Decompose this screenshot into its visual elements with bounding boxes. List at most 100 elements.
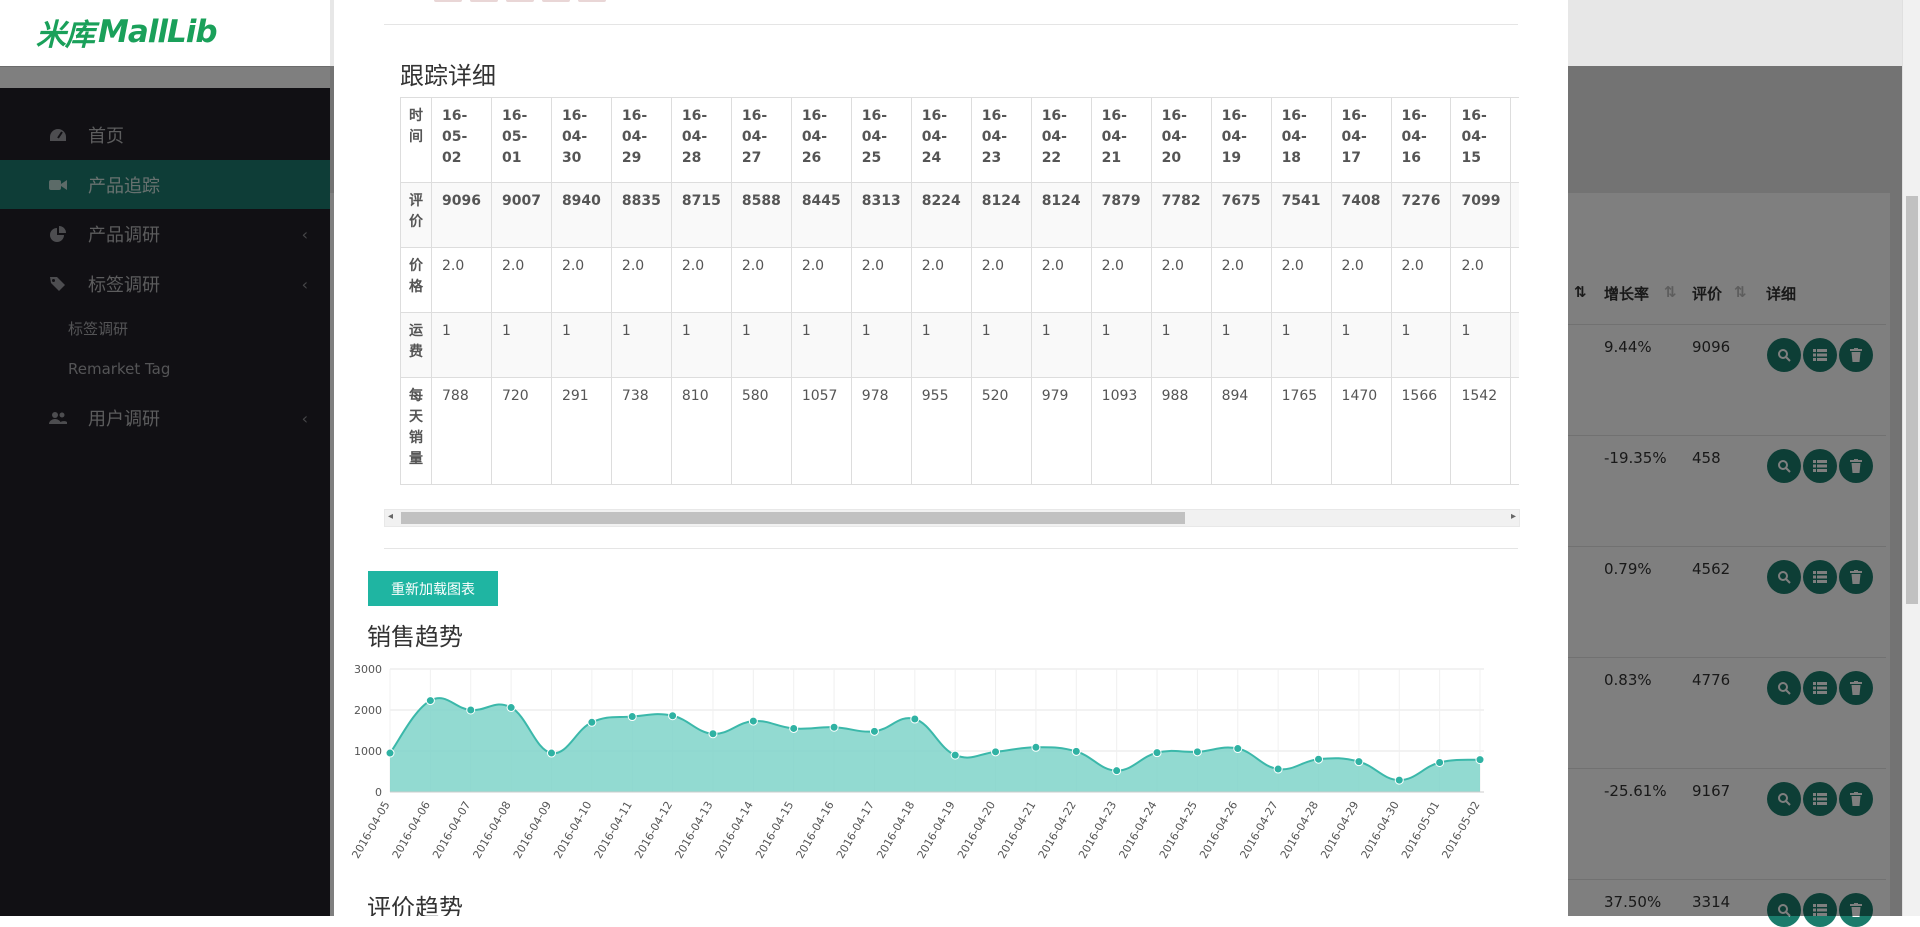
tracking-table-container: 时间 16-05-02 16-05-01 16-04-30 16-04-29 16-04-… [400,97,1519,487]
price-cell: 2.0 [1030,247,1092,313]
review-count-cell: 7099 [1450,182,1512,248]
price-cell: 2.0 [1150,247,1212,313]
data-point [1314,754,1324,764]
date-cell: 16-04-14 [1510,97,1519,183]
x-tick-label: 2016-04-09 [511,799,554,861]
table-horizontal-scrollbar[interactable]: ◂ ▸ [384,509,1520,527]
tracking-row-shipping: 运费11111111111111111111 [400,312,1519,378]
logo-en-text: MallLib [98,14,218,50]
x-tick-label: 2016-04-21 [995,799,1038,861]
data-point [425,696,435,706]
data-point [1475,755,1485,765]
x-tick-label: 2016-04-28 [1278,799,1321,861]
daily-sales-cell: 978 [850,377,912,485]
tracking-detail-title: 跟踪详细 [400,62,496,90]
date-cell: 16-04-23 [970,97,1032,183]
data-point [506,703,516,713]
daily-sales-cell: 979 [1030,377,1092,485]
review-count-cell: 8124 [970,182,1032,248]
price-cell: 2.0 [1450,247,1512,313]
daily-sales-cell: 810 [670,377,732,485]
x-tick-label: 2016-04-16 [793,799,836,861]
daily-sales-cell: 1566 [1390,377,1452,485]
x-tick-label: 2016-04-26 [1197,799,1240,861]
daily-sales-cell: 1765 [1270,377,1332,485]
x-tick-label: 2016-04-12 [632,799,675,861]
row-header: 评价 [400,182,432,248]
data-point [991,747,1001,757]
date-cell: 16-04-17 [1330,97,1392,183]
review-count-cell: 8588 [730,182,792,248]
review-count-cell: 8940 [550,182,612,248]
product-detail-modal: 跟踪详细 时间 16-05-02 16-05-01 16-04-30 16-04-29 1… [334,0,1568,916]
x-tick-label: 2016-04-20 [955,799,998,861]
date-cell: 16-04-26 [790,97,852,183]
x-tick-label: 2016-05-02 [1439,799,1482,861]
price-cell: 2.0 [670,247,732,313]
review-count-cell: 7276 [1390,182,1452,248]
shipping-cell: 1 [610,312,672,378]
x-tick-label: 2016-04-22 [1036,799,1079,861]
shipping-cell: 1 [1330,312,1392,378]
x-tick-label: 2016-04-18 [874,799,917,861]
shipping-cell: 1 [490,312,552,378]
review-count-cell: 7408 [1330,182,1392,248]
date-cell: 16-04-27 [730,97,792,183]
sales-series-line [389,697,1481,782]
y-tick-label: 1000 [354,745,382,758]
daily-sales-cell: 291 [550,377,612,485]
x-tick-label: 2016-04-23 [1076,799,1119,861]
data-point [829,722,839,732]
scroll-right-arrow-icon[interactable]: ▸ [1510,511,1516,522]
data-point [1394,775,1404,785]
review-count-cell: 8124 [1030,182,1092,248]
x-tick-label: 2016-04-25 [1157,799,1200,861]
shipping-cell: 1 [970,312,1032,378]
x-tick-label: 2016-04-29 [1318,799,1361,861]
row-header: 价格 [400,247,432,313]
x-tick-label: 2016-04-07 [430,799,473,861]
shipping-cell: 1 [1210,312,1272,378]
x-tick-label: 2016-04-24 [1116,799,1159,861]
data-point [748,716,758,726]
shipping-cell: 1 [910,312,972,378]
date-cell: 16-04-22 [1030,97,1092,183]
shipping-cell: 1 [670,312,732,378]
price-cell: 2.0 [1210,247,1272,313]
price-cell: 2.0 [730,247,792,313]
page-scrollbar[interactable] [1902,0,1920,916]
data-point [1071,746,1081,756]
page-scrollbar-thumb[interactable] [1906,196,1918,604]
price-cell: 2.0 [610,247,672,313]
sales-trend-chart: 01000200030002016-04-052016-04-062016-04… [349,663,1485,861]
date-cell: 16-04-20 [1150,97,1212,183]
price-cell: 2.0 [1510,247,1519,313]
review-count-cell: 6888 [1510,182,1519,248]
price-cell: 2.0 [431,247,492,313]
divider [384,24,1518,25]
logo[interactable]: 米库 MallLib [36,10,218,54]
x-tick-label: 2016-04-06 [390,799,433,861]
x-tick-label: 2016-04-14 [713,799,756,861]
price-cell: 2.0 [850,247,912,313]
data-point [1354,757,1364,767]
table-scrollbar-thumb[interactable] [401,512,1185,524]
price-cell: 2.0 [1270,247,1332,313]
daily-sales-cell: 1542 [1450,377,1512,485]
reload-chart-button[interactable]: 重新加载图表 [368,571,498,606]
data-point [627,712,637,722]
x-tick-label: 2016-04-15 [753,799,796,861]
shipping-cell: 1 [1510,312,1519,378]
date-cell: 16-04-15 [1450,97,1512,183]
data-point [587,717,597,727]
tracking-row-daily-sales: 每天销量 788 720 291 738 810 580 1057 978 955 520 979 10… [400,377,1519,485]
data-point [789,723,799,733]
date-cell: 16-04-19 [1210,97,1272,183]
review-count-cell: 8313 [850,182,912,248]
x-tick-label: 2016-04-27 [1238,799,1281,861]
x-tick-label: 2016-04-08 [470,799,513,861]
review-trend-title: 评价趋势 [367,894,463,916]
scroll-left-arrow-icon[interactable]: ◂ [388,511,394,522]
shipping-cell: 1 [730,312,792,378]
daily-sales-cell: 1723 [1510,377,1519,485]
